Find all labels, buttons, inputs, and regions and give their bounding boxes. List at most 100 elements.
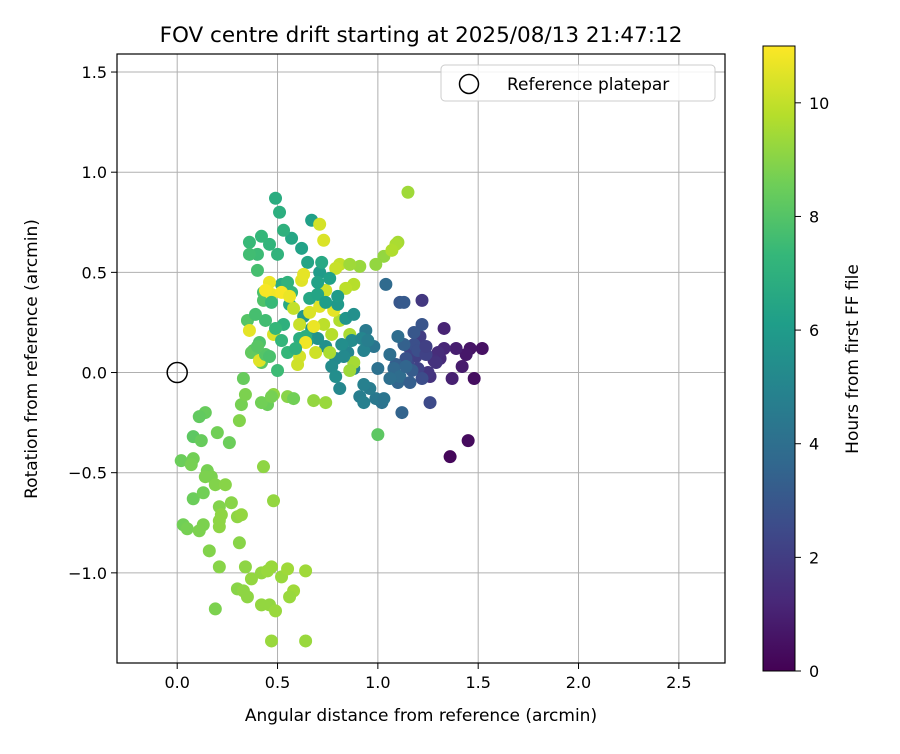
- x-tick-label: 2.0: [566, 673, 591, 692]
- data-point: [299, 634, 313, 648]
- x-tick-label: 1.0: [365, 673, 390, 692]
- data-point: [377, 392, 391, 406]
- data-point: [307, 319, 321, 333]
- data-point: [299, 335, 313, 349]
- data-point: [459, 347, 473, 361]
- data-point: [281, 562, 295, 576]
- data-point: [357, 396, 371, 410]
- chart-title: FOV centre drift starting at 2025/08/13 …: [160, 23, 683, 48]
- data-point: [186, 492, 200, 506]
- data-point: [254, 396, 268, 410]
- legend: Reference platepar: [440, 64, 716, 102]
- data-point: [325, 327, 339, 341]
- data-point: [319, 295, 333, 309]
- data-point: [407, 325, 421, 339]
- data-point: [269, 321, 283, 335]
- data-point: [443, 450, 457, 464]
- colorbar-tick-label: 4: [809, 435, 819, 454]
- data-point: [222, 436, 236, 450]
- data-point: [258, 313, 272, 327]
- data-point: [265, 295, 279, 309]
- colorbar-tick-label: 10: [809, 94, 829, 113]
- data-point: [345, 333, 359, 347]
- data-point: [210, 426, 224, 440]
- data-point: [184, 458, 198, 472]
- data-point: [415, 293, 429, 307]
- data-point: [393, 370, 407, 384]
- data-point: [232, 536, 246, 550]
- data-point: [198, 470, 212, 484]
- data-point: [260, 564, 274, 578]
- data-point: [307, 394, 321, 408]
- x-tick-label: 2.5: [666, 673, 691, 692]
- data-point: [323, 271, 337, 285]
- data-point: [234, 508, 248, 522]
- data-point: [242, 323, 256, 337]
- data-point: [295, 241, 309, 255]
- data-point: [271, 247, 285, 261]
- data-point: [353, 259, 367, 273]
- data-point: [263, 349, 277, 363]
- data-point: [236, 372, 250, 386]
- data-point: [212, 520, 226, 534]
- data-point: [311, 331, 325, 345]
- y-tick-label: 1.5: [82, 63, 107, 82]
- data-point: [329, 261, 343, 275]
- data-point: [475, 341, 489, 355]
- data-point: [297, 267, 311, 281]
- reference-marker: [166, 361, 188, 384]
- data-point: [283, 590, 297, 604]
- reference-point: [166, 361, 188, 384]
- data-point: [277, 223, 291, 237]
- data-point: [383, 347, 397, 361]
- data-point: [287, 301, 301, 315]
- data-point: [250, 263, 264, 277]
- data-point: [299, 564, 313, 578]
- data-point: [369, 257, 383, 271]
- data-point: [263, 237, 277, 251]
- data-point: [234, 398, 248, 412]
- data-point: [250, 339, 264, 353]
- plot-frame: [116, 53, 726, 664]
- y-axis-ticks: −1.0 −0.5 0.0 0.5 1.0 1.5: [68, 63, 117, 583]
- data-point: [337, 349, 351, 363]
- data-point: [224, 496, 238, 510]
- data-point: [269, 191, 283, 205]
- data-point: [271, 364, 285, 378]
- data-point: [208, 478, 222, 492]
- data-point: [196, 486, 210, 500]
- y-axis-label: Rotation from reference (arcmin): [22, 219, 42, 499]
- data-point: [283, 289, 297, 303]
- data-point: [309, 345, 323, 359]
- data-point: [192, 524, 206, 538]
- colorbar-tick-label: 2: [809, 548, 819, 567]
- data-point: [371, 428, 385, 442]
- data-point: [242, 235, 256, 249]
- legend-reference-marker-icon: [458, 73, 480, 95]
- data-point: [212, 560, 226, 574]
- data-point: [232, 414, 246, 428]
- data-point: [238, 560, 252, 574]
- data-point: [357, 343, 371, 357]
- data-point: [269, 604, 283, 618]
- data-point: [281, 275, 295, 289]
- data-point: [445, 372, 459, 386]
- data-point: [361, 333, 375, 347]
- data-point: [429, 356, 443, 370]
- x-axis-label: Angular distance from reference (arcmin): [245, 706, 597, 726]
- data-point: [218, 478, 232, 492]
- colorbar-tick-label: 0: [809, 662, 819, 681]
- y-tick-label: 0.0: [82, 364, 107, 383]
- data-point: [242, 247, 256, 261]
- data-point: [379, 277, 393, 291]
- y-tick-label: −1.0: [68, 564, 107, 583]
- data-point: [291, 358, 305, 372]
- x-tick-label: 0.5: [265, 673, 290, 692]
- data-point: [401, 185, 415, 199]
- colorbar: [762, 45, 796, 672]
- data-point: [267, 494, 281, 508]
- data-point: [467, 372, 481, 386]
- legend-box: [440, 64, 716, 102]
